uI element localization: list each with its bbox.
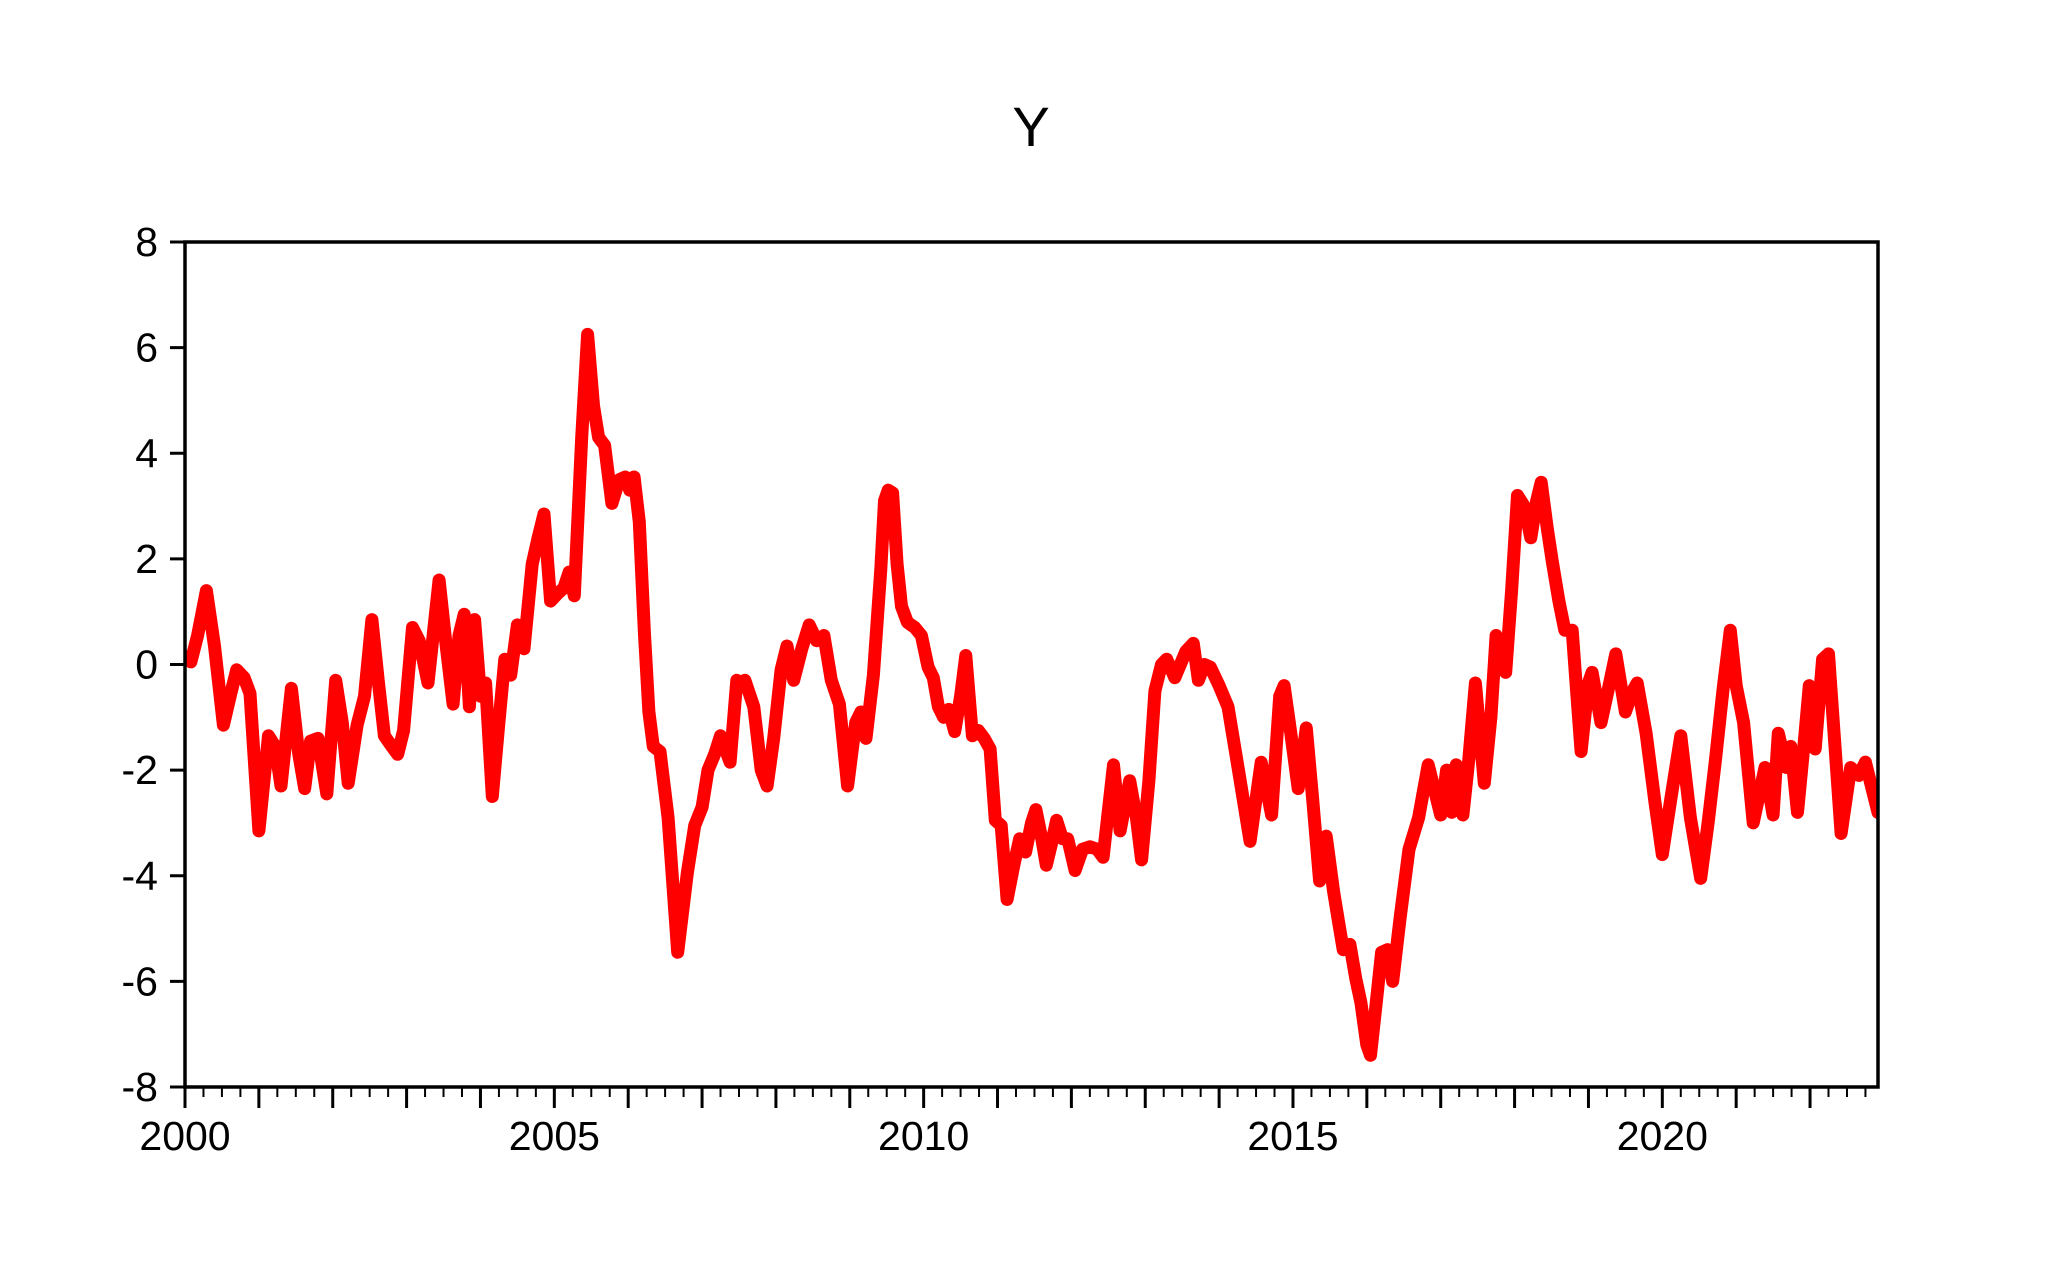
y-axis-tick-label: 2	[135, 536, 158, 582]
y-axis-tick-label: 4	[135, 430, 158, 476]
plot-frame	[183, 240, 1880, 1089]
y-axis-tick-label: 8	[135, 219, 158, 265]
y-axis-tick-label: -8	[122, 1064, 158, 1110]
series-line-y	[185, 327, 1878, 1062]
x-axis-tick-label: 2015	[1247, 1113, 1338, 1159]
x-axis-tick-label: 2010	[878, 1113, 969, 1159]
chart-title: Y	[1012, 95, 1049, 158]
y-axis-tick-label: 6	[135, 325, 158, 371]
x-axis-tick-label: 2005	[509, 1113, 600, 1159]
x-axis-tick-label: 2000	[139, 1113, 230, 1159]
series-group	[185, 327, 1878, 1062]
y-axis-tick-label: 0	[135, 642, 158, 688]
x-axis-tick-label: 2020	[1617, 1113, 1708, 1159]
y-axis-tick-label: -2	[122, 747, 158, 793]
y-axis-tick-label: -6	[122, 958, 158, 1004]
y-axis-tick-label: -4	[122, 853, 158, 899]
